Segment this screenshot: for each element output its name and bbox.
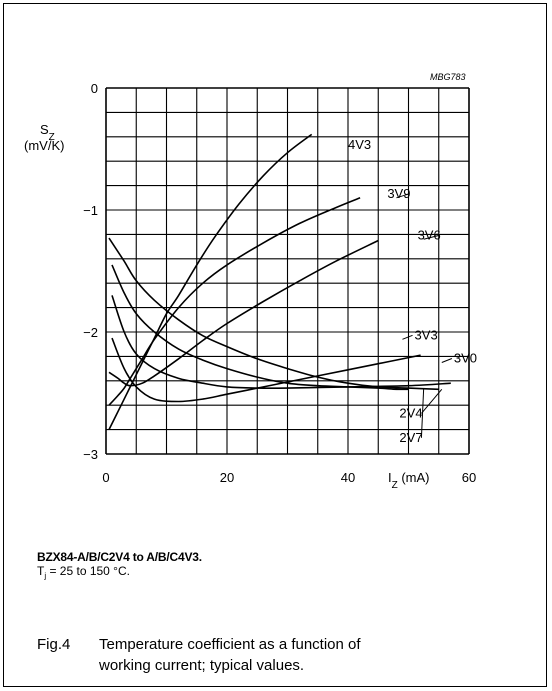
leader-3v3: [402, 334, 413, 340]
curve-label-3v9: 3V9: [387, 186, 410, 201]
figure-caption: Fig.4 Temperature coefficient as a functi…: [37, 634, 361, 676]
x-tick-label: 20: [220, 470, 234, 485]
curve-label-3v3: 3V3: [415, 327, 438, 342]
caption-line-1: Temperature coefficient as a function of: [99, 636, 361, 653]
curve-label-3v0: 3V0: [454, 351, 477, 366]
curve-label-3v6: 3V6: [418, 227, 441, 242]
leader-2v4: [421, 389, 443, 414]
curve-4v3: [108, 133, 313, 430]
curve-label-2v7: 2V7: [399, 430, 422, 445]
part-note: BZX84-A/B/C2V4 to A/B/C4V3. Tj = 25 to 1…: [37, 550, 202, 583]
figure-reference: MBG783: [430, 72, 466, 82]
curve-2v4: [108, 237, 439, 391]
x-tick-label: 0: [102, 470, 109, 485]
y-tick-label: 0: [91, 81, 98, 96]
x-tick-label: 40: [341, 470, 355, 485]
y-axis-label: SZ: [40, 122, 55, 143]
caption-line-2: working current; typical values.: [99, 657, 305, 674]
y-axis-unit: (mV/K): [24, 138, 64, 153]
leader-3v6: [423, 234, 440, 240]
x-axis-ticks: 0 20 40 60: [102, 470, 476, 485]
curve-label-2v4: 2V4: [399, 405, 422, 420]
y-axis-ticks: 0 −1 −2 −3: [83, 81, 98, 462]
plot-grid: [105, 87, 470, 455]
y-tick-label: −3: [83, 447, 98, 462]
junction-temperature: Tj = 25 to 150 °C.: [37, 564, 130, 581]
leader-3v0: [441, 358, 453, 363]
curve-3v0: [111, 295, 451, 390]
curve-3v9: [108, 197, 361, 406]
leader-3v9: [396, 193, 410, 199]
curve-3v3: [111, 337, 421, 403]
label-leaders: [347, 128, 453, 438]
figure-number: Fig.4: [37, 636, 71, 653]
part-range: BZX84-A/B/C2V4 to A/B/C4V3.: [37, 550, 202, 564]
y-tick-label: −2: [83, 325, 98, 340]
temperature-coefficient-chart: MBG783 4V3 3V9 3V6 3V3 3V0 2V4 2V7 0 20 40 60 0 −1…: [24, 72, 477, 491]
y-tick-label: −1: [83, 203, 98, 218]
figure-frame: MBG783 4V3 3V9 3V6 3V3 3V0 2V4 2V7 0 20 40 60 0 −1…: [3, 3, 547, 687]
curve-3v6: [108, 239, 379, 387]
curve-2v7: [111, 264, 409, 391]
leader-2v7: [420, 389, 425, 438]
x-axis-label: IZ (mA): [388, 470, 430, 491]
x-tick-label: 60: [462, 470, 476, 485]
curve-label-4v3: 4V3: [348, 137, 371, 152]
curve-labels: 4V3 3V9 3V6 3V3 3V0 2V4 2V7: [348, 137, 477, 445]
curves: [108, 133, 451, 430]
